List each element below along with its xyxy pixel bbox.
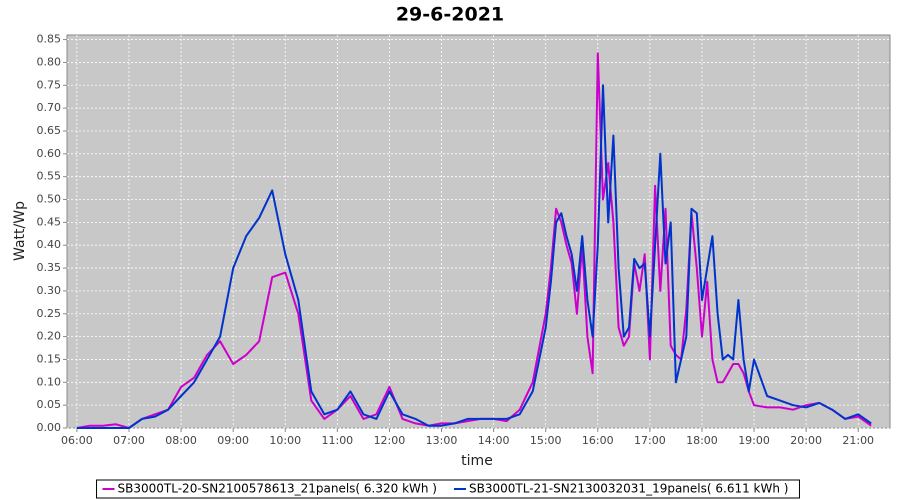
y-tick-label: 0.55 <box>37 170 62 183</box>
x-tick-label: 16:00 <box>582 434 614 447</box>
legend: SB3000TL-20-SN2100578613_21panels( 6.320… <box>96 479 800 499</box>
y-tick-label: 0.45 <box>37 215 62 228</box>
x-axis-label: time <box>461 453 493 469</box>
y-tick-label: 0.05 <box>37 398 62 411</box>
y-tick-label: 0.80 <box>37 55 62 68</box>
x-tick-label: 12:00 <box>374 434 406 447</box>
x-tick-label: 20:00 <box>790 434 822 447</box>
plot-area <box>66 34 891 429</box>
y-tick-label: 0.00 <box>37 421 62 434</box>
chart-title: 29-6-2021 <box>396 4 504 26</box>
x-tick-label: 07:00 <box>113 434 145 447</box>
y-tick-label: 0.35 <box>37 261 62 274</box>
data-line <box>76 84 872 429</box>
data-line <box>76 52 872 429</box>
y-tick-label: 0.40 <box>37 238 62 251</box>
x-tick-label: 13:00 <box>426 434 458 447</box>
x-tick-label: 06:00 <box>61 434 93 447</box>
legend-box <box>96 479 800 499</box>
x-tick-label: 15:00 <box>530 434 562 447</box>
x-tick-label: 08:00 <box>165 434 197 447</box>
y-tick-label: 0.15 <box>37 352 62 365</box>
x-tick-label: 11:00 <box>321 434 353 447</box>
x-tick-label: 14:00 <box>478 434 510 447</box>
x-tick-label: 19:00 <box>738 434 770 447</box>
y-tick-label: 0.25 <box>37 307 62 320</box>
y-tick-label: 0.10 <box>37 375 62 388</box>
y-tick-label: 0.60 <box>37 147 62 160</box>
legend-label: SB3000TL-21-SN2130032031_19panels( 6.611… <box>469 482 788 496</box>
legend-label: SB3000TL-20-SN2100578613_21panels( 6.320… <box>118 482 437 496</box>
x-tick-label: 10:00 <box>269 434 301 447</box>
y-tick-label: 0.30 <box>37 284 62 297</box>
y-tick-label: 0.65 <box>37 124 62 137</box>
y-tick-label: 0.20 <box>37 330 62 343</box>
y-tick-label: 0.75 <box>37 78 62 91</box>
x-tick-label: 21:00 <box>842 434 874 447</box>
x-tick-label: 09:00 <box>217 434 249 447</box>
y-tick-label: 0.70 <box>37 101 62 114</box>
y-axis-label: Watt/Wp <box>12 201 28 261</box>
y-tick-label: 0.50 <box>37 193 62 206</box>
x-tick-label: 18:00 <box>686 434 718 447</box>
x-tick-label: 17:00 <box>634 434 666 447</box>
y-tick-label: 0.85 <box>37 33 62 46</box>
